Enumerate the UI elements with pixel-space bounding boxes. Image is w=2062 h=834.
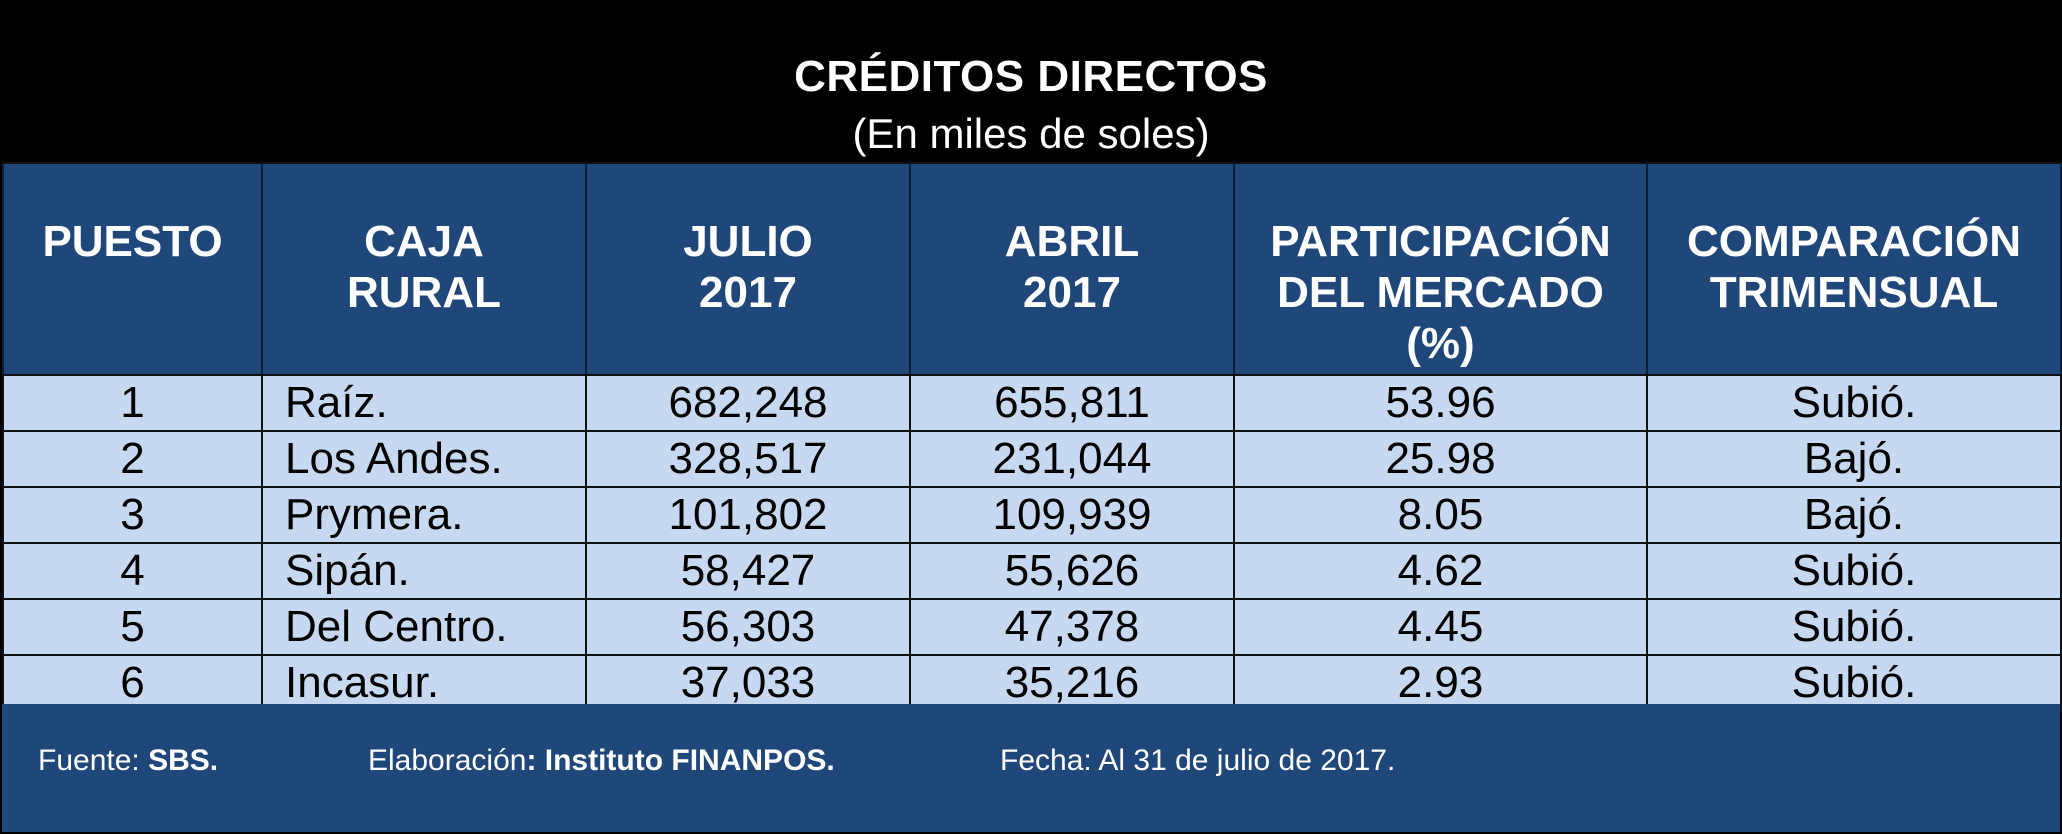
abril-value-cell: 109,939 — [909, 486, 1235, 544]
column-header-comparacion: COMPARACIÓN TRIMENSUAL — [1646, 162, 2062, 376]
credits-table: PUESTO CAJA RURAL JULIO 2017 ABRIL 2017 — [2, 162, 2062, 712]
abril-value-cell: 35,216 — [909, 654, 1235, 712]
rank-cell: 5 — [2, 598, 263, 656]
comparison-cell: Subió. — [1646, 598, 2062, 656]
comparison-cell: Subió. — [1646, 542, 2062, 600]
caja-name-cell: Raíz. — [261, 374, 587, 432]
rank-cell: 4 — [2, 542, 263, 600]
header-row: PUESTO CAJA RURAL JULIO 2017 ABRIL 2017 — [2, 162, 2062, 376]
share-cell: 4.62 — [1233, 542, 1648, 600]
header-line: COMPARACIÓN — [1686, 217, 2022, 266]
header-line: JULIO — [683, 217, 813, 266]
footer-bar: Fuente: SBS. Elaboración: Instituto FINA… — [2, 704, 2060, 832]
comparison-cell: Bajó. — [1646, 430, 2062, 488]
footer-source-label: Fuente: — [38, 744, 149, 777]
header-line: TRIMENSUAL — [1709, 268, 1999, 317]
column-header-julio-2017: JULIO 2017 — [585, 162, 911, 376]
comparison-cell: Subió. — [1646, 374, 2062, 432]
caja-name-cell: Incasur. — [261, 654, 587, 712]
footer-elaboration: Elaboración: Instituto FINANPOS. — [368, 744, 835, 778]
header-line: 2017 — [1023, 268, 1121, 317]
column-header-abril-2017: ABRIL 2017 — [909, 162, 1235, 376]
share-cell: 8.05 — [1233, 486, 1648, 544]
header-line: (%) — [1406, 319, 1475, 368]
table-row: 5 Del Centro. 56,303 47,378 4.45 Subió. — [2, 598, 2062, 656]
footer-source: Fuente: SBS. — [38, 744, 218, 778]
table-title: CRÉDITOS DIRECTOS — [794, 52, 1268, 101]
rank-cell: 6 — [2, 654, 263, 712]
table-row: 2 Los Andes. 328,517 231,044 25.98 Bajó. — [2, 430, 2062, 488]
table-row: 4 Sipán. 58,427 55,626 4.62 Subió. — [2, 542, 2062, 600]
julio-value-cell: 37,033 — [585, 654, 911, 712]
julio-value-cell: 101,802 — [585, 486, 911, 544]
header-line: ABRIL — [1004, 217, 1140, 266]
title-bar: CRÉDITOS DIRECTOS (En miles de soles) — [0, 0, 2062, 162]
rank-cell: 2 — [2, 430, 263, 488]
abril-value-cell: 47,378 — [909, 598, 1235, 656]
header-line: PARTICIPACIÓN — [1270, 217, 1611, 266]
julio-value-cell: 58,427 — [585, 542, 911, 600]
abril-value-cell: 231,044 — [909, 430, 1235, 488]
footer-elab-label: Elaboración — [368, 744, 527, 777]
footer-source-value: SBS. — [148, 744, 219, 777]
abril-value-cell: 55,626 — [909, 542, 1235, 600]
table-row: 3 Prymera. 101,802 109,939 8.05 Bajó. — [2, 486, 2062, 544]
share-cell: 4.45 — [1233, 598, 1648, 656]
header-line: RURAL — [347, 268, 501, 317]
header-line: PUESTO — [42, 217, 223, 266]
share-cell: 2.93 — [1233, 654, 1648, 712]
caja-name-cell: Sipán. — [261, 542, 587, 600]
rank-cell: 1 — [2, 374, 263, 432]
comparison-cell: Subió. — [1646, 654, 2062, 712]
julio-value-cell: 682,248 — [585, 374, 911, 432]
footer-elab-value: : Instituto FINANPOS. — [526, 744, 835, 777]
rank-cell: 3 — [2, 486, 263, 544]
table-row: 1 Raíz. 682,248 655,811 53.96 Subió. — [2, 374, 2062, 432]
table-row: 6 Incasur. 37,033 35,216 2.93 Subió. — [2, 654, 2062, 712]
share-cell: 25.98 — [1233, 430, 1648, 488]
column-header-puesto: PUESTO — [2, 162, 263, 376]
footer-date: Fecha: Al 31 de julio de 2017. — [1000, 744, 1396, 777]
caja-name-cell: Prymera. — [261, 486, 587, 544]
column-header-caja-rural: CAJA RURAL — [261, 162, 587, 376]
abril-value-cell: 655,811 — [909, 374, 1235, 432]
column-header-participacion: PARTICIPACIÓN DEL MERCADO (%) — [1233, 162, 1648, 376]
caja-name-cell: Los Andes. — [261, 430, 587, 488]
header-line: CAJA — [364, 217, 484, 266]
caja-name-cell: Del Centro. — [261, 598, 587, 656]
share-cell: 53.96 — [1233, 374, 1648, 432]
header-line: DEL MERCADO — [1277, 268, 1604, 317]
header-line: 2017 — [699, 268, 797, 317]
comparison-cell: Bajó. — [1646, 486, 2062, 544]
julio-value-cell: 56,303 — [585, 598, 911, 656]
julio-value-cell: 328,517 — [585, 430, 911, 488]
table-subtitle: (En miles de soles) — [852, 110, 1210, 157]
